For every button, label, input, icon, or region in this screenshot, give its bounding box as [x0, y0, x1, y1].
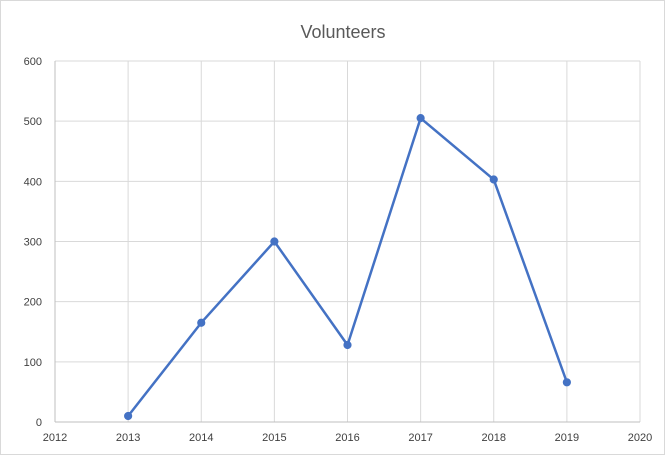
x-tick-label: 2012 — [43, 432, 67, 444]
data-point — [343, 340, 352, 350]
y-tick-label: 0 — [36, 417, 42, 429]
y-tick-label: 300 — [24, 237, 42, 249]
data-point — [416, 114, 425, 123]
x-tick-label: 2017 — [408, 432, 432, 444]
gridlines — [55, 60, 641, 422]
x-tick-label: 2015 — [262, 432, 286, 444]
y-tick-label: 400 — [24, 176, 42, 188]
y-tick-label: 200 — [24, 297, 42, 309]
tick-labels: 0 100 200 300 400 500 600 2012 2013 2014 2015 2016 2… — [24, 56, 653, 444]
x-tick-label: 2013 — [116, 432, 140, 444]
x-tick-label: 2014 — [189, 432, 213, 444]
y-tick-label: 100 — [24, 357, 42, 369]
y-tick-label: 600 — [24, 56, 42, 68]
data-point — [197, 318, 206, 327]
x-tick-label: 2019 — [555, 432, 579, 444]
y-tick-label: 500 — [24, 116, 42, 128]
data-point — [562, 378, 571, 387]
data-point — [270, 237, 279, 246]
data-point — [489, 175, 498, 184]
chart-title: Volunteers — [300, 22, 385, 42]
series-layer — [124, 114, 571, 421]
x-tick-label: 2016 — [335, 432, 359, 444]
x-tick-label: 2020 — [628, 432, 652, 444]
axes — [54, 61, 640, 423]
data-point — [124, 411, 133, 421]
x-tick-label: 2018 — [482, 432, 506, 444]
